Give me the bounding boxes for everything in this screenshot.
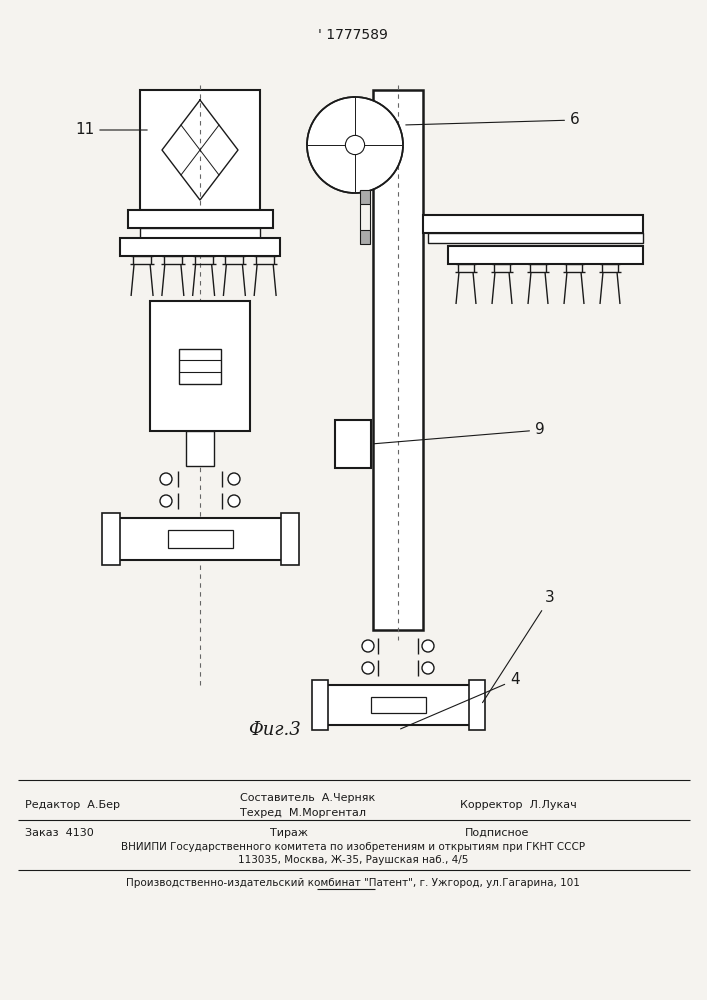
Bar xyxy=(140,90,260,210)
Circle shape xyxy=(228,473,240,485)
Text: Тираж: Тираж xyxy=(270,828,308,838)
Text: Составитель  А.Черняк: Составитель А.Черняк xyxy=(240,793,375,803)
Bar xyxy=(118,518,283,560)
Bar xyxy=(335,420,371,468)
Bar xyxy=(120,238,280,256)
Circle shape xyxy=(422,640,434,652)
Bar xyxy=(326,685,471,725)
Text: Производственно-издательский комбинат "Патент", г. Ужгород, ул.Гагарина, 101: Производственно-издательский комбинат "П… xyxy=(126,878,580,888)
Bar xyxy=(360,230,370,244)
Circle shape xyxy=(160,495,172,507)
Text: ' 1777589: ' 1777589 xyxy=(318,28,388,42)
Circle shape xyxy=(362,640,374,652)
Text: Заказ  4130: Заказ 4130 xyxy=(25,828,94,838)
Text: 11: 11 xyxy=(75,122,147,137)
Bar xyxy=(373,90,423,630)
Text: 6: 6 xyxy=(406,112,580,127)
Text: Техред  М.Моргентал: Техред М.Моргентал xyxy=(240,808,366,818)
Bar xyxy=(140,228,260,238)
Bar xyxy=(102,513,120,565)
Text: 113035, Москва, Ж-35, Раушская наб., 4/5: 113035, Москва, Ж-35, Раушская наб., 4/5 xyxy=(238,855,468,865)
Text: Корректор  Л.Лукач: Корректор Л.Лукач xyxy=(460,800,577,810)
Bar xyxy=(428,233,643,243)
Circle shape xyxy=(228,495,240,507)
Bar xyxy=(360,190,370,204)
Bar xyxy=(312,680,328,730)
Bar xyxy=(448,246,643,264)
Bar xyxy=(423,215,643,233)
Bar xyxy=(371,697,426,713)
Bar xyxy=(128,210,273,228)
Bar xyxy=(168,530,233,548)
Circle shape xyxy=(307,97,403,193)
Bar xyxy=(281,513,299,565)
Circle shape xyxy=(160,473,172,485)
Text: 4: 4 xyxy=(401,672,520,729)
Text: Φиг.3: Φиг.3 xyxy=(249,721,301,739)
Bar xyxy=(179,349,221,384)
Bar xyxy=(186,431,214,466)
Text: Подписное: Подписное xyxy=(465,828,530,838)
Circle shape xyxy=(346,135,365,155)
Text: Редактор  А.Бер: Редактор А.Бер xyxy=(25,800,120,810)
Circle shape xyxy=(362,662,374,674)
Bar xyxy=(150,301,250,431)
Text: 9: 9 xyxy=(374,422,545,444)
Circle shape xyxy=(422,662,434,674)
Text: ВНИИПИ Государственного комитета по изобретениям и открытиям при ГКНТ СССР: ВНИИПИ Государственного комитета по изоб… xyxy=(121,842,585,852)
Text: 3: 3 xyxy=(482,590,555,703)
Bar xyxy=(469,680,485,730)
